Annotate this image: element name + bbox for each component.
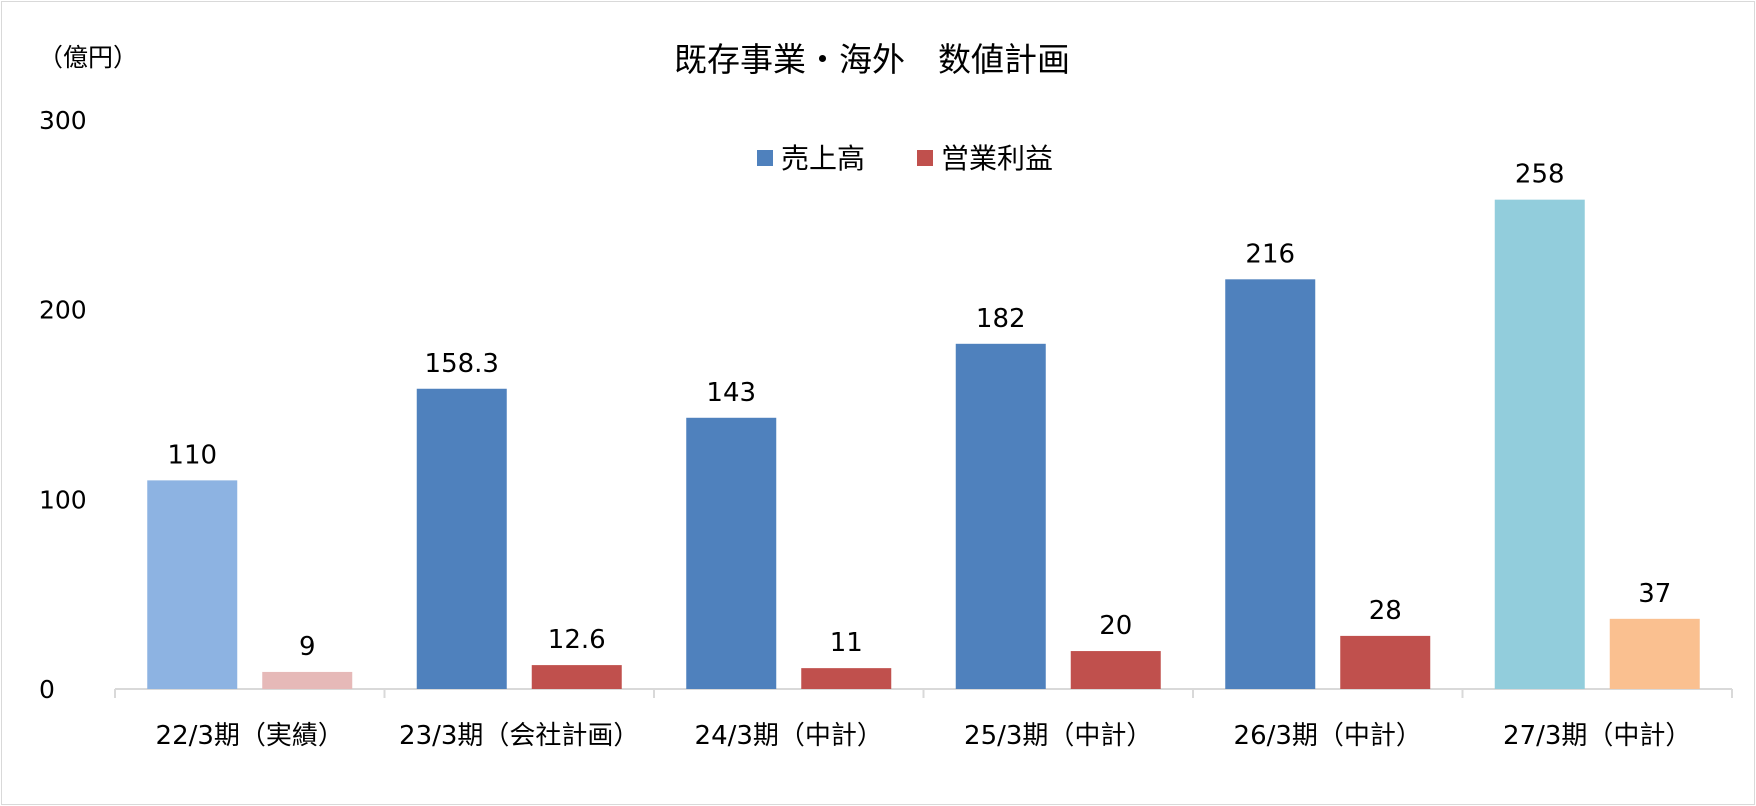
bar-operating-profit	[531, 665, 622, 689]
x-tick-label: 22/3期（実績）	[156, 721, 344, 751]
data-label-operating-profit: 28	[1369, 596, 1402, 626]
bars	[147, 199, 1700, 689]
bar-sales	[955, 343, 1046, 689]
value-labels: 110 9 158.3 12.6 143 11 182 20 216 28 258 37	[167, 160, 1671, 662]
data-label-sales: 110	[167, 440, 217, 470]
y-tick-label: 0	[39, 675, 55, 704]
x-axis: 22/3期（実績） 23/3期（会社計画） 24/3期（中計） 25/3期（中計） 26…	[114, 688, 1733, 751]
data-label-operating-profit: 20	[1099, 611, 1132, 641]
bar-operating-profit	[262, 671, 353, 689]
x-tick-label: 23/3期（会社計画）	[399, 721, 639, 751]
bar-sales	[686, 417, 777, 689]
legend-label-operating-profit: 営業利益	[941, 142, 1053, 175]
data-label-sales: 143	[706, 378, 756, 408]
data-label-operating-profit: 11	[830, 628, 863, 658]
y-axis: 0 100 200 300	[39, 106, 87, 704]
unit-label: （億円）	[38, 43, 138, 72]
bar-sales	[147, 480, 238, 689]
y-tick-label: 200	[39, 296, 87, 325]
legend-swatch-operating-profit	[917, 150, 933, 166]
legend-swatch-sales	[757, 150, 773, 166]
bar-sales	[416, 388, 507, 689]
bar-sales	[1225, 279, 1316, 689]
legend-label-sales: 売上高	[781, 142, 865, 175]
x-tick-label: 24/3期（中計）	[695, 721, 883, 751]
bar-operating-profit	[1609, 618, 1700, 689]
x-tick-label: 25/3期（中計）	[964, 721, 1152, 751]
x-tick-label: 26/3期（中計）	[1234, 721, 1422, 751]
data-label-sales: 258	[1515, 160, 1565, 190]
data-label-sales: 182	[976, 304, 1026, 334]
data-label-operating-profit: 12.6	[548, 625, 606, 655]
data-label-sales: 158.3	[425, 349, 499, 379]
data-label-operating-profit: 9	[299, 632, 316, 662]
chart-title: 既存事業・海外 数値計画	[674, 40, 1070, 79]
legend: 売上高 営業利益	[757, 142, 1053, 175]
x-tick-label: 27/3期（中計）	[1503, 721, 1691, 751]
y-tick-label: 300	[39, 106, 87, 135]
bar-operating-profit	[1070, 651, 1161, 689]
data-label-sales: 216	[1245, 239, 1295, 269]
bar-sales	[1494, 199, 1585, 689]
data-label-operating-profit: 37	[1638, 579, 1671, 609]
y-tick-label: 100	[39, 485, 87, 514]
bar-operating-profit	[801, 668, 892, 689]
bar-operating-profit	[1340, 635, 1431, 689]
